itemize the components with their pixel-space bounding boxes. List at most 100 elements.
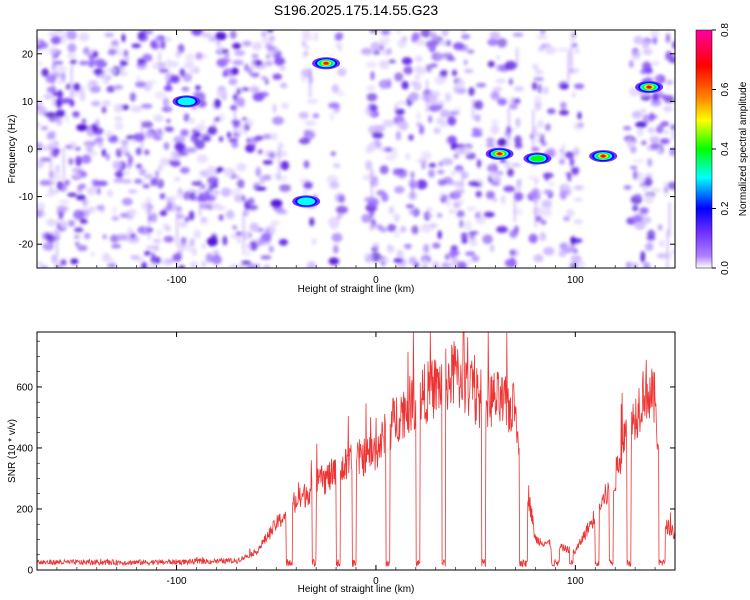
heatmap-cell — [241, 251, 252, 257]
heatmap-cell — [199, 216, 209, 226]
heatmap-cell — [571, 238, 583, 244]
heatmap-cell — [120, 212, 128, 218]
heatmap-cell — [363, 197, 376, 202]
heatmap-cell — [471, 255, 480, 262]
heatmap-cell — [55, 109, 66, 118]
heatmap-cell — [128, 189, 138, 194]
heatmap-cell — [330, 151, 336, 156]
heatmap-cell — [426, 213, 433, 219]
heatmap-cell — [158, 164, 163, 172]
heatmap-cell — [234, 49, 245, 57]
heatmap-cell — [150, 177, 158, 187]
heatmap-xtick-label: 0 — [373, 275, 379, 286]
heatmap-cell — [538, 46, 544, 52]
heatmap-cell — [90, 252, 95, 257]
heatmap-cell — [277, 142, 284, 150]
heatmap-cell — [200, 119, 206, 125]
heatmap-cell — [254, 135, 264, 141]
heatmap-cell — [539, 133, 545, 144]
heatmap-cell — [544, 123, 551, 131]
heatmap-cell — [67, 43, 77, 53]
heatmap-cell — [461, 171, 469, 180]
heatmap-cell — [463, 59, 468, 66]
heatmap-cell — [68, 157, 74, 166]
heatmap-cell — [541, 199, 553, 209]
heatmap-cell — [571, 168, 579, 176]
heatmap-cell — [364, 253, 373, 263]
heatmap-cell — [74, 227, 84, 233]
heatmap-cell — [560, 101, 567, 110]
heatmap-cell — [54, 264, 62, 268]
heatmap-cell — [631, 110, 643, 119]
heatmap-cell — [121, 60, 128, 66]
heatmap-cell — [156, 128, 163, 135]
heatmap-cell — [42, 242, 55, 249]
heatmap-cell — [640, 216, 652, 224]
heatmap-cell — [272, 116, 284, 126]
heatmap-cell — [466, 259, 472, 266]
heatmap-cell — [388, 206, 395, 215]
heatmap-cell — [249, 222, 260, 232]
heatmap-cell — [626, 138, 633, 148]
heatmap-cell — [74, 241, 80, 247]
heatmap-cell — [666, 33, 670, 43]
heatmap-cell — [659, 240, 665, 248]
heatmap-cell — [408, 180, 419, 189]
heatmap-cell — [156, 229, 162, 236]
heatmap-cell — [642, 114, 650, 124]
heatmap-cell — [413, 81, 422, 92]
snr-ytick-label: 0 — [27, 566, 33, 577]
heatmap-cell — [236, 235, 242, 244]
heatmap-cell — [338, 195, 346, 203]
heatmap-cell — [257, 238, 264, 246]
heatmap-cell — [185, 53, 195, 63]
heatmap-cell — [154, 169, 160, 179]
heatmap-cell — [46, 86, 57, 94]
heatmap-cell — [114, 170, 124, 179]
heatmap-cell — [230, 188, 242, 197]
heatmap-cell — [55, 148, 61, 154]
heatmap-cell — [456, 210, 465, 218]
heatmap-cell — [81, 118, 87, 124]
heatmap-cell — [636, 127, 644, 137]
heatmap-cell — [199, 202, 211, 210]
heatmap-cell — [228, 77, 238, 86]
heatmap-cell — [72, 111, 80, 118]
heatmap-cell — [556, 47, 569, 52]
heatmap-cell — [639, 207, 649, 215]
heatmap-cell — [111, 215, 120, 221]
heatmap-cell — [206, 237, 218, 247]
heatmap-cell — [242, 40, 252, 47]
heatmap-cell — [76, 184, 83, 194]
heatmap-cell — [67, 30, 77, 40]
heatmap-cell — [141, 261, 147, 268]
heatmap-cell — [189, 68, 200, 74]
heatmap-cell — [630, 165, 638, 170]
heatmap-cell — [570, 36, 575, 44]
heatmap-cell — [328, 216, 340, 227]
heatmap-cell — [105, 67, 117, 75]
colorbar-tick-label: 0.4 — [720, 142, 731, 156]
heatmap-cell — [102, 233, 107, 240]
heatmap-cell — [137, 32, 149, 43]
snr-series-line — [37, 332, 675, 568]
heatmap-cell — [122, 170, 130, 175]
heatmap-cell — [333, 244, 339, 254]
heatmap-cell — [513, 98, 521, 105]
heatmap-cell — [55, 98, 63, 109]
heatmap-cell — [535, 215, 542, 222]
heatmap-cell — [429, 63, 438, 68]
heatmap-cell — [207, 193, 215, 203]
heatmap-cell — [560, 143, 566, 150]
heatmap-cell — [201, 30, 207, 39]
colorbar: 0.0 0.2 0.4 0.6 0.8 Normalized spectral ampl… — [695, 23, 749, 275]
heatmap-cell — [135, 147, 142, 156]
heatmap-cell — [376, 224, 383, 231]
heatmap-cell — [234, 194, 243, 203]
heatmap-cell — [37, 106, 48, 116]
heatmap-cell — [664, 129, 669, 135]
heatmap-cell — [659, 94, 668, 99]
heatmap-cell — [564, 151, 575, 159]
snr-panel: -100 0 100 0 200 400 600 Height of straight li… — [7, 331, 676, 595]
